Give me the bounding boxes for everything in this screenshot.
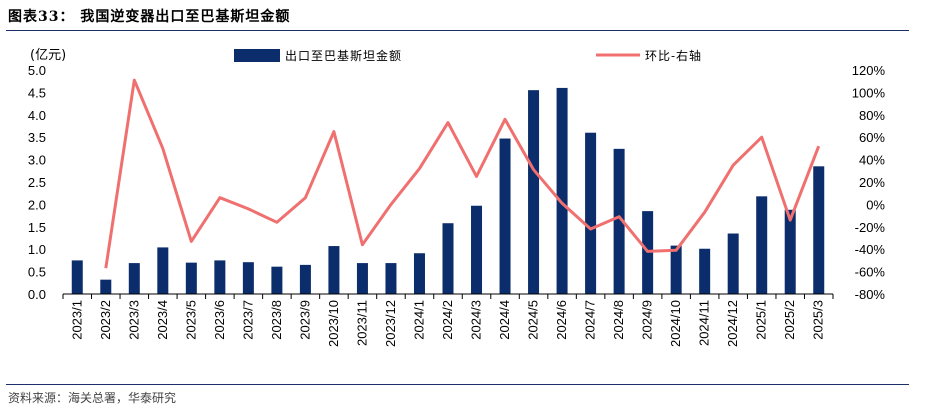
x-tick-label: 2025/2	[782, 300, 797, 340]
bar	[100, 279, 112, 294]
x-tick-label: 2024/5	[526, 300, 541, 340]
x-tick-label: 2025/1	[754, 300, 769, 340]
x-tick-label: 2024/8	[611, 300, 626, 340]
left-tick-label: 5.0	[28, 63, 46, 78]
right-tick-label: 120%	[852, 63, 886, 78]
bar	[71, 260, 83, 294]
right-tick-label: -60%	[855, 265, 886, 280]
right-tick-label: 80%	[859, 108, 885, 123]
left-tick-label: 0.5	[28, 265, 46, 280]
bar	[299, 264, 311, 294]
x-tick-label: 2024/2	[440, 300, 455, 340]
bar	[157, 247, 169, 294]
x-tick-label: 2023/12	[383, 300, 398, 347]
x-tick-label: 2024/11	[697, 300, 712, 346]
x-tick-label: 2023/1	[69, 300, 84, 340]
right-tick-label: -40%	[855, 242, 886, 257]
left-tick-label: 3.0	[28, 153, 46, 168]
bar	[471, 205, 483, 294]
left-tick-label: 2.5	[28, 175, 46, 190]
x-tick-label: 2023/6	[212, 300, 227, 340]
bar	[413, 253, 425, 294]
left-tick-label: 4.0	[28, 108, 46, 123]
left-axis-unit: (亿元)	[30, 48, 66, 63]
left-tick-label: 3.5	[28, 130, 46, 145]
x-tick-label: 2024/10	[668, 300, 683, 347]
bar	[214, 260, 226, 294]
x-tick-label: 2024/7	[583, 300, 598, 340]
bar	[385, 263, 397, 294]
bar	[585, 132, 597, 294]
x-tick-label: 2023/11	[354, 300, 369, 346]
left-axis-ticks: 0.0 0.5 1.0 1.5 2.0 2.5 3.0 3.5 4.0 4.5 5.0	[28, 63, 46, 302]
right-tick-label: 100%	[852, 85, 886, 100]
bar	[556, 87, 568, 294]
x-tick-label: 2023/10	[326, 300, 341, 347]
right-tick-label: 40%	[859, 153, 885, 168]
left-tick-label: 1.5	[28, 220, 46, 235]
bar	[328, 246, 340, 294]
left-tick-label: 0.0	[28, 287, 46, 302]
x-tick-label: 2023/8	[269, 300, 284, 340]
x-tick-label: 2025/3	[811, 300, 826, 340]
top-rule	[6, 30, 909, 31]
bar	[727, 233, 739, 294]
bar	[756, 196, 768, 294]
left-tick-label: 2.0	[28, 197, 46, 212]
x-tick-label: 2024/9	[640, 300, 655, 340]
right-tick-label: 60%	[859, 130, 885, 145]
legend: 出口至巴基斯坦金额 环比-右轴	[234, 48, 702, 63]
x-tick-label: 2024/6	[554, 300, 569, 340]
source-note: 资料来源：海关总署，华泰研究	[8, 391, 177, 405]
bar	[442, 223, 454, 294]
x-tick-label: 2023/2	[98, 300, 113, 340]
left-tick-label: 4.5	[28, 85, 46, 100]
x-tick-label: 2023/3	[126, 300, 141, 340]
bar	[784, 209, 796, 294]
figure-title: 图表33： 我国逆变器出口至巴基斯坦金额	[8, 9, 291, 25]
x-tick-label: 2023/5	[183, 300, 198, 340]
bar-series	[71, 87, 825, 294]
x-tick-label: 2024/3	[469, 300, 484, 340]
legend-bar-label: 出口至巴基斯坦金额	[285, 48, 402, 63]
right-tick-label: -20%	[855, 220, 886, 235]
left-tick-label: 1.0	[28, 242, 46, 257]
legend-line-label: 环比-右轴	[645, 48, 702, 63]
x-tick-label: 2024/1	[411, 300, 426, 340]
bar	[242, 262, 254, 294]
bar	[128, 263, 140, 294]
bar	[528, 90, 540, 294]
bar	[356, 263, 368, 294]
bar	[813, 166, 825, 294]
x-tick-label: 2023/9	[297, 300, 312, 340]
bottom-rule	[6, 384, 909, 385]
mom-line	[104, 78, 821, 269]
bar	[271, 266, 283, 294]
x-tick-label: 2024/4	[497, 300, 512, 340]
bar	[613, 148, 625, 294]
bar	[185, 262, 197, 294]
x-tick-label: 2024/12	[725, 300, 740, 347]
x-tick-label: 2023/7	[240, 300, 255, 340]
x-tick-label: 2023/4	[155, 300, 170, 340]
x-axis-ticks: 2023/1 2023/2 2023/3 2023/4 2023/5 2023/6 2023…	[62, 294, 834, 347]
legend-bar-swatch	[234, 49, 280, 62]
bar	[670, 245, 682, 294]
right-tick-label: 20%	[859, 175, 885, 190]
right-tick-label: 0%	[866, 197, 885, 212]
bar	[699, 248, 711, 294]
right-tick-label: -80%	[855, 287, 886, 302]
right-axis-ticks: -80% -60% -40% -20% 0% 20% 40% 60% 80% 100% 120%	[852, 63, 886, 302]
bar	[499, 138, 511, 294]
